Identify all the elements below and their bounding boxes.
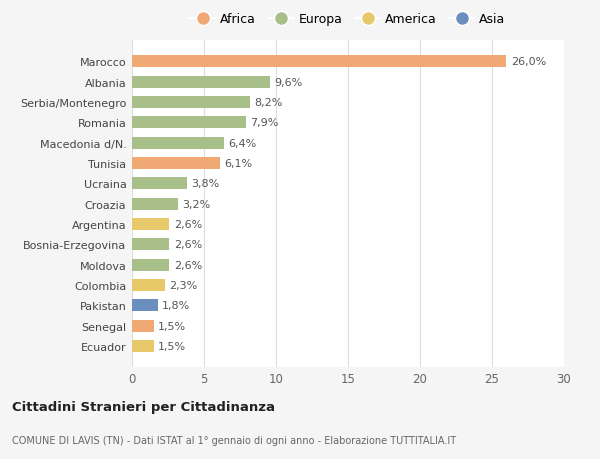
Text: 7,9%: 7,9% — [250, 118, 278, 128]
Text: 3,2%: 3,2% — [182, 199, 211, 209]
Bar — [132, 97, 250, 109]
Bar — [132, 178, 187, 190]
Bar — [132, 280, 165, 291]
Bar — [132, 320, 154, 332]
Bar — [132, 300, 158, 312]
Text: 2,6%: 2,6% — [174, 219, 202, 230]
Text: 2,6%: 2,6% — [174, 260, 202, 270]
Text: 9,6%: 9,6% — [275, 78, 303, 88]
Text: COMUNE DI LAVIS (TN) - Dati ISTAT al 1° gennaio di ogni anno - Elaborazione TUTT: COMUNE DI LAVIS (TN) - Dati ISTAT al 1° … — [12, 435, 456, 445]
Bar — [132, 340, 154, 353]
Bar — [132, 259, 169, 271]
Bar — [132, 239, 169, 251]
Bar — [132, 198, 178, 210]
Text: 1,5%: 1,5% — [158, 341, 186, 351]
Text: 6,4%: 6,4% — [229, 139, 257, 148]
Text: Cittadini Stranieri per Cittadinanza: Cittadini Stranieri per Cittadinanza — [12, 400, 275, 413]
Legend: Africa, Europa, America, Asia: Africa, Europa, America, Asia — [185, 8, 511, 31]
Text: 1,8%: 1,8% — [162, 301, 190, 311]
Bar — [132, 137, 224, 150]
Text: 2,3%: 2,3% — [169, 280, 197, 291]
Bar — [132, 56, 506, 68]
Bar — [132, 76, 270, 89]
Bar — [132, 157, 220, 170]
Text: 26,0%: 26,0% — [511, 57, 546, 67]
Text: 2,6%: 2,6% — [174, 240, 202, 250]
Text: 8,2%: 8,2% — [254, 98, 283, 108]
Text: 1,5%: 1,5% — [158, 321, 186, 331]
Text: 3,8%: 3,8% — [191, 179, 219, 189]
Text: 6,1%: 6,1% — [224, 159, 252, 168]
Bar — [132, 218, 169, 230]
Bar — [132, 117, 246, 129]
